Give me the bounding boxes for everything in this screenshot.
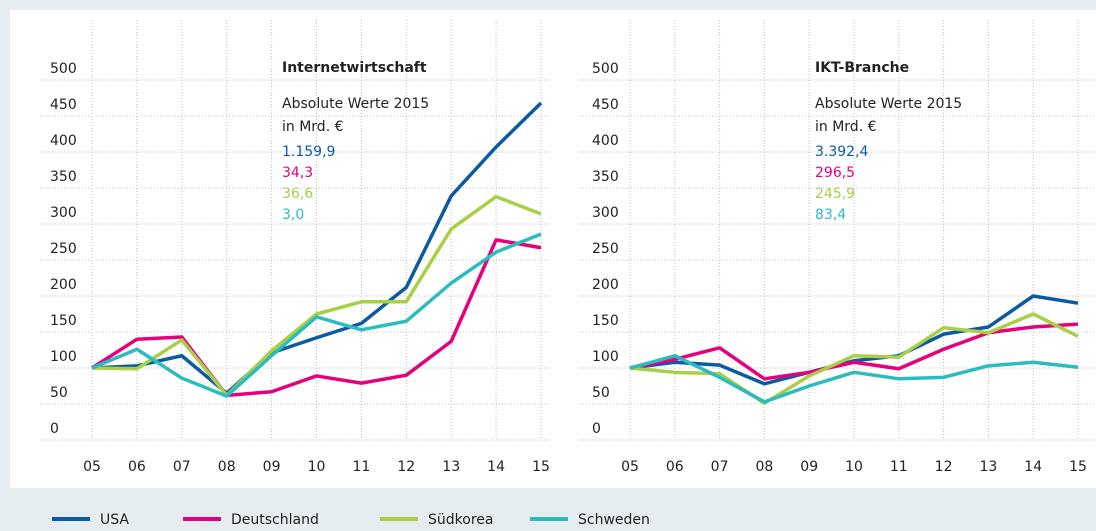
y-tick-label: 50 [592, 385, 610, 401]
x-tick-label: 12 [397, 459, 415, 475]
x-tick-label: 15 [532, 459, 550, 475]
series-total: 3,0 [282, 207, 304, 223]
x-tick-label: 13 [979, 459, 997, 475]
x-tick-label: 13 [442, 459, 460, 475]
x-tick-label: 05 [83, 459, 101, 475]
y-tick-label: 50 [50, 385, 68, 401]
x-tick-label: 08 [218, 459, 236, 475]
y-tick-label: 150 [50, 313, 77, 329]
annotation: Absolute Werte 2015 [282, 96, 429, 112]
x-tick-label: 09 [263, 459, 281, 475]
y-tick-label: 150 [592, 313, 619, 329]
y-tick-label: 400 [50, 133, 77, 149]
series-line [91, 238, 542, 398]
x-tick-label: 08 [755, 459, 773, 475]
annotation: in Mrd. € [815, 119, 877, 135]
y-tick-label: 450 [50, 97, 77, 113]
y-tick-label: 100 [592, 349, 619, 365]
x-tick-label: 14 [1024, 459, 1042, 475]
legend-label: Südkorea [428, 512, 493, 528]
y-tick-label: 250 [50, 241, 77, 257]
y-tick-label: 0 [592, 421, 601, 437]
y-tick-label: 200 [50, 277, 77, 293]
series-total: 3.392,4 [815, 144, 869, 160]
y-tick-label: 400 [592, 133, 619, 149]
panel [10, 10, 1096, 488]
series-total: 1.159,9 [282, 144, 335, 160]
annotation: in Mrd. € [282, 119, 344, 135]
series-line [629, 322, 1079, 381]
legend-label: Schweden [578, 512, 650, 528]
x-tick-label: 11 [890, 459, 908, 475]
x-tick-label: 11 [352, 459, 370, 475]
y-tick-label: 300 [592, 205, 619, 221]
chart-title: IKT-Branche [815, 60, 909, 76]
y-tick-label: 500 [592, 61, 619, 77]
series-line [91, 232, 542, 398]
y-tick-label: 200 [592, 277, 619, 293]
series-total: 34,3 [282, 165, 313, 181]
chart-title: Internetwirtschaft [282, 60, 427, 76]
series-line [629, 312, 1079, 406]
y-tick-label: 500 [50, 61, 77, 77]
y-tick-label: 350 [592, 169, 619, 185]
legend-label: Deutschland [231, 512, 319, 528]
x-tick-label: 12 [935, 459, 953, 475]
series-total: 36,6 [282, 186, 313, 202]
x-tick-label: 05 [621, 459, 639, 475]
x-tick-label: 09 [800, 459, 818, 475]
x-tick-label: 14 [487, 459, 505, 475]
series-line [91, 101, 543, 395]
y-tick-label: 100 [50, 349, 77, 365]
series-total: 83,4 [815, 207, 846, 223]
x-tick-label: 15 [1069, 459, 1087, 475]
y-tick-label: 300 [50, 205, 77, 221]
x-tick-label: 07 [173, 459, 191, 475]
legend-label: USA [100, 512, 129, 528]
series-line [91, 194, 542, 398]
series-total: 296,5 [815, 165, 855, 181]
y-tick-label: 450 [592, 97, 619, 113]
x-tick-label: 06 [666, 459, 684, 475]
series-line [629, 354, 1079, 404]
x-tick-label: 10 [845, 459, 863, 475]
y-tick-label: 0 [50, 421, 59, 437]
x-tick-label: 07 [711, 459, 729, 475]
series-total: 245,9 [815, 186, 855, 202]
y-tick-label: 350 [50, 169, 77, 185]
annotation: Absolute Werte 2015 [815, 96, 962, 112]
x-tick-label: 10 [308, 459, 326, 475]
x-tick-label: 06 [128, 459, 146, 475]
y-tick-label: 250 [592, 241, 619, 257]
